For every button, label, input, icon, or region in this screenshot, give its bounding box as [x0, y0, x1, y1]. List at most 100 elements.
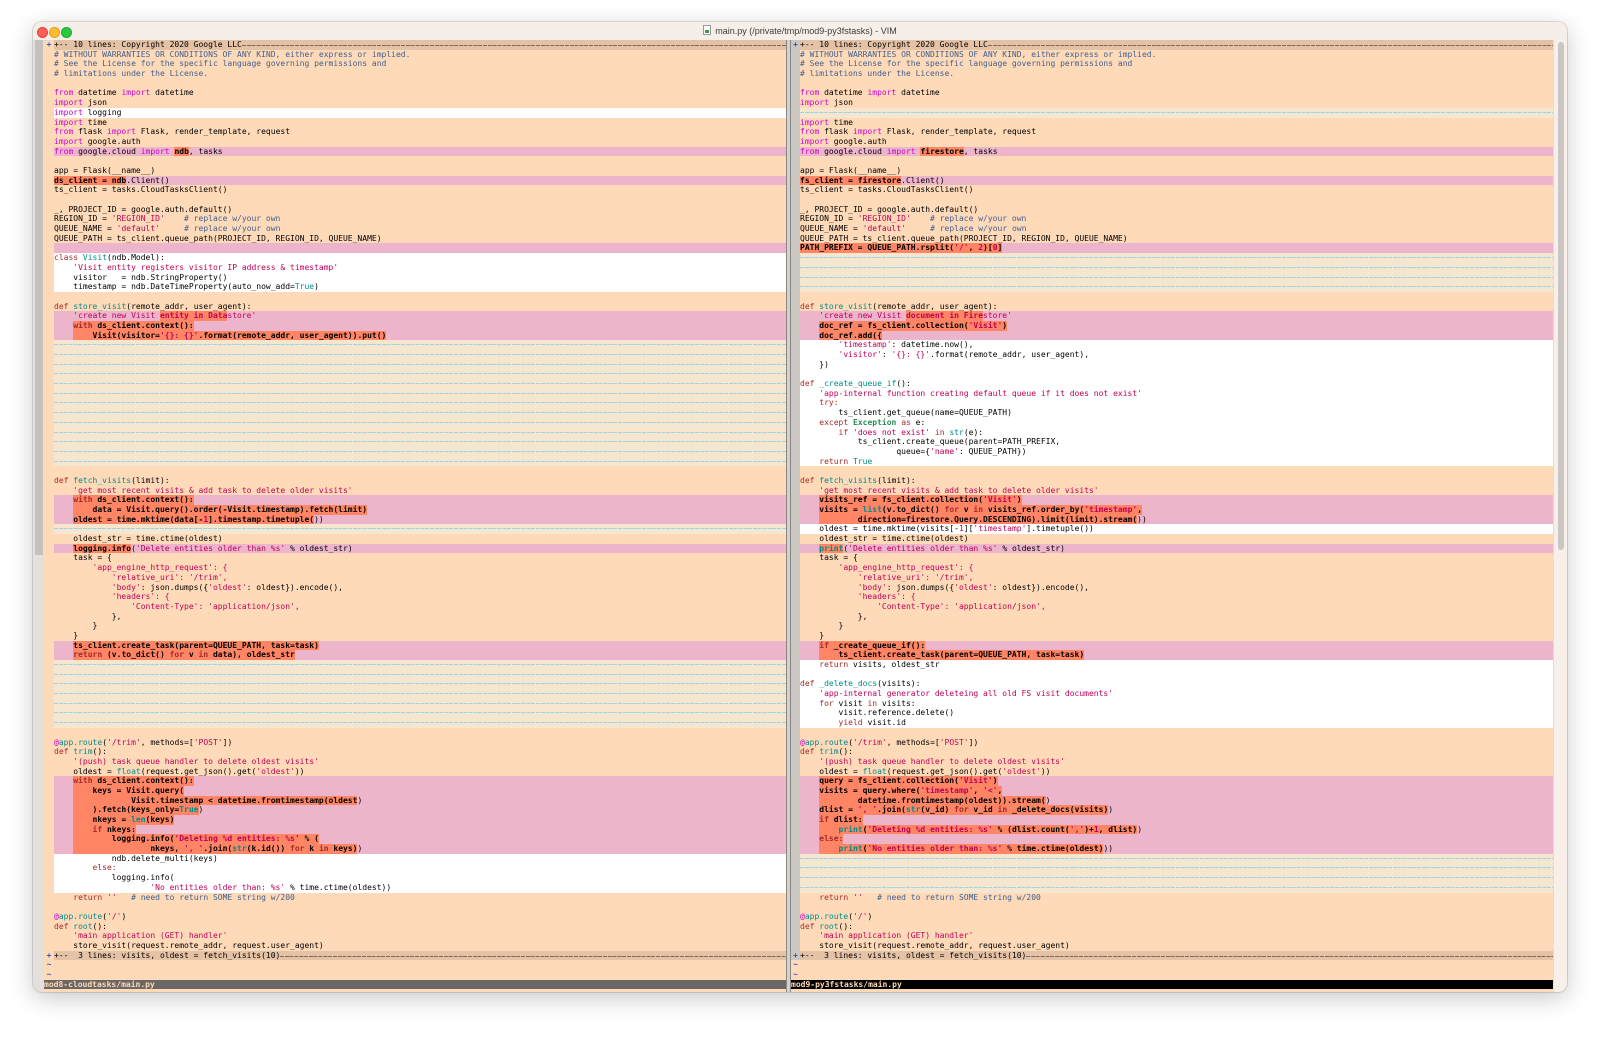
- code-text: [800, 844, 819, 854]
- changed-line: 'create new Visit document in Fire store': [791, 311, 1553, 321]
- added-line: return visits, oldest_str: [791, 660, 1553, 670]
- close-button[interactable]: [37, 27, 48, 38]
- fold-column: [791, 572, 800, 583]
- tilde-icon: ~: [46, 970, 52, 979]
- diff-text-highlight: query = fs_client.collection('Visit'): [819, 776, 998, 786]
- line-content: oldest = time.mktime(visits[-1]['timesta…: [800, 524, 1553, 535]
- fold-column: [791, 107, 800, 118]
- code-text: ts_client.get_queue(name=QUEUE_PATH): [800, 408, 1012, 418]
- code-line: QUEUE_NAME = 'default' # replace w/your …: [791, 224, 1553, 234]
- changed-line: fs_client = firestore .Client(): [791, 175, 1553, 186]
- code-text: [800, 641, 819, 651]
- line-content: @app.route('/'): [800, 912, 1553, 922]
- fold-column: [44, 805, 54, 815]
- fold-column: [791, 136, 800, 147]
- right-status-line[interactable]: mod9-py3fstasks/main.py: [791, 979, 1553, 990]
- fold-column: [791, 340, 800, 350]
- code-line: return '' # need to return SOME string w…: [791, 892, 1553, 903]
- added-line: def _delete_docs(visits):: [791, 679, 1553, 690]
- left-scrollbar[interactable]: [34, 40, 44, 992]
- line-content: ts_client = tasks.CloudTasksClient(): [800, 185, 1553, 195]
- diff-text-highlight: logging.info: [73, 543, 132, 554]
- line-content: 'app_engine_http_request': {: [54, 563, 786, 573]
- fold-column: [44, 98, 54, 108]
- code-text: [800, 796, 819, 806]
- minimize-button[interactable]: [49, 27, 60, 38]
- left-scrollbar-thumb[interactable]: [35, 40, 43, 555]
- code-text: ts_client = tasks.CloudTasksClient(): [800, 185, 974, 195]
- code-line: oldest = float(request.get_json().get('o…: [791, 766, 1553, 777]
- fold-marker-icon[interactable]: +: [46, 40, 52, 49]
- line-content: [54, 398, 786, 409]
- line-content: [54, 417, 786, 428]
- fold-column: [44, 234, 54, 244]
- code-line: 'Content-Type': 'application/json',: [44, 602, 786, 612]
- fold-column: [791, 49, 800, 60]
- code-text: +-- 10 lines: Copyright 2020 Google LLC: [54, 40, 242, 49]
- code-line: 'relative_uri': '/trim',: [791, 572, 1553, 583]
- fold-column: [44, 728, 54, 738]
- added-line: ndb.delete_multi(keys): [44, 853, 786, 864]
- fold-marker-icon[interactable]: +: [46, 950, 52, 960]
- line-content: [800, 156, 1553, 166]
- added-line: 'app-internal function creating default …: [791, 388, 1553, 399]
- code-text: @app.route('/trim', methods=['POST']): [800, 737, 979, 747]
- line-content: else:: [54, 863, 786, 874]
- changed-line: from google.cloud import ndb, tasks: [44, 146, 786, 157]
- filler-line: [44, 340, 786, 350]
- fold-column: [791, 524, 800, 535]
- added-line: timestamp = ndb.DateTimeProperty(auto_no…: [44, 282, 786, 292]
- code-line: # limitations under the License.: [44, 69, 786, 79]
- line-content: REGION_ID = 'REGION_ID' # replace w/your…: [54, 214, 786, 224]
- changed-line: with ds_client.context():: [44, 495, 786, 505]
- right-scrollbar-thumb[interactable]: [1558, 42, 1564, 550]
- left-diff-pane[interactable]: + +-- 10 lines: Copyright 2020 Google LLC…: [44, 40, 786, 992]
- code-line: @app.route('/'): [791, 911, 1553, 922]
- code-text: [800, 650, 819, 660]
- code-text: queue={'name': QUEUE_PATH}): [800, 446, 1027, 456]
- left-status-line[interactable]: mod8-cloudtasks/main.py: [44, 979, 786, 990]
- fold-marker-icon[interactable]: +: [791, 40, 800, 50]
- diff-text-highlight: print('Deleting %d entities: %s' % (dlis…: [819, 824, 1138, 835]
- filler-line: [44, 679, 786, 690]
- right-scrollbar[interactable]: [1553, 40, 1567, 992]
- line-content: 'No entities older than: %s' % time.ctim…: [54, 882, 786, 893]
- added-line: logging.info(: [44, 873, 786, 883]
- line-content: @app.route('/'): [54, 912, 786, 922]
- code-line: import google.auth: [791, 136, 1553, 147]
- added-line: 'app-internal generator deleteing all ol…: [791, 689, 1553, 699]
- fold-column: [791, 611, 800, 622]
- line-content: },: [54, 612, 786, 622]
- line-content: [800, 79, 1553, 89]
- right-diff-pane[interactable]: + +-- 10 lines: Copyright 2020 Google LLC…: [791, 40, 1553, 992]
- fold-column: [44, 670, 54, 680]
- fold-marker-icon[interactable]: +: [791, 950, 800, 961]
- code-text: , tasks: [963, 146, 998, 156]
- diff-text-highlight: ds_client = ndb: [54, 175, 127, 186]
- diff-text-highlight: logging.info('Deleting %d entities: %s' …: [73, 834, 319, 845]
- maximize-button[interactable]: [61, 27, 72, 38]
- added-line: for visit in visits:: [791, 698, 1553, 709]
- line-content: if dlist:: [800, 815, 1553, 825]
- fold-column: [44, 776, 54, 786]
- code-line: import json: [791, 98, 1553, 108]
- line-content: 'main application (GET) handler': [800, 931, 1553, 941]
- fold-column: [44, 621, 54, 631]
- diff-text-highlight: ts_client.create_task(parent=QUEUE_PATH,…: [73, 640, 319, 651]
- code-line: import time: [44, 118, 786, 128]
- line-content: QUEUE_NAME = 'default' # replace w/your …: [54, 224, 786, 234]
- fold-column: [791, 679, 800, 690]
- diff-text-highlight: visits = list(v.to_dict() for v in visit…: [819, 505, 1143, 515]
- vertical-split-divider[interactable]: [786, 40, 791, 992]
- diff-text-highlight: doc_ref = fs_client.collection('Visit'): [819, 320, 1008, 331]
- fold-column: [44, 834, 54, 844]
- fold-column: [44, 612, 54, 622]
- fold-column: [791, 320, 800, 331]
- code-text: oldest_str = time.ctime(oldest): [54, 534, 223, 544]
- fold-column: [44, 631, 54, 641]
- diff-text-highlight: if nkeys:: [73, 824, 136, 835]
- filler-line: [791, 853, 1553, 864]
- code-text: # WITHOUT WARRANTIES OR CONDITIONS OF AN…: [54, 49, 411, 59]
- changed-line: print ('Delete entities older than %s' % …: [791, 543, 1553, 554]
- line-content: 'Visit entity registers visitor IP addre…: [54, 262, 786, 273]
